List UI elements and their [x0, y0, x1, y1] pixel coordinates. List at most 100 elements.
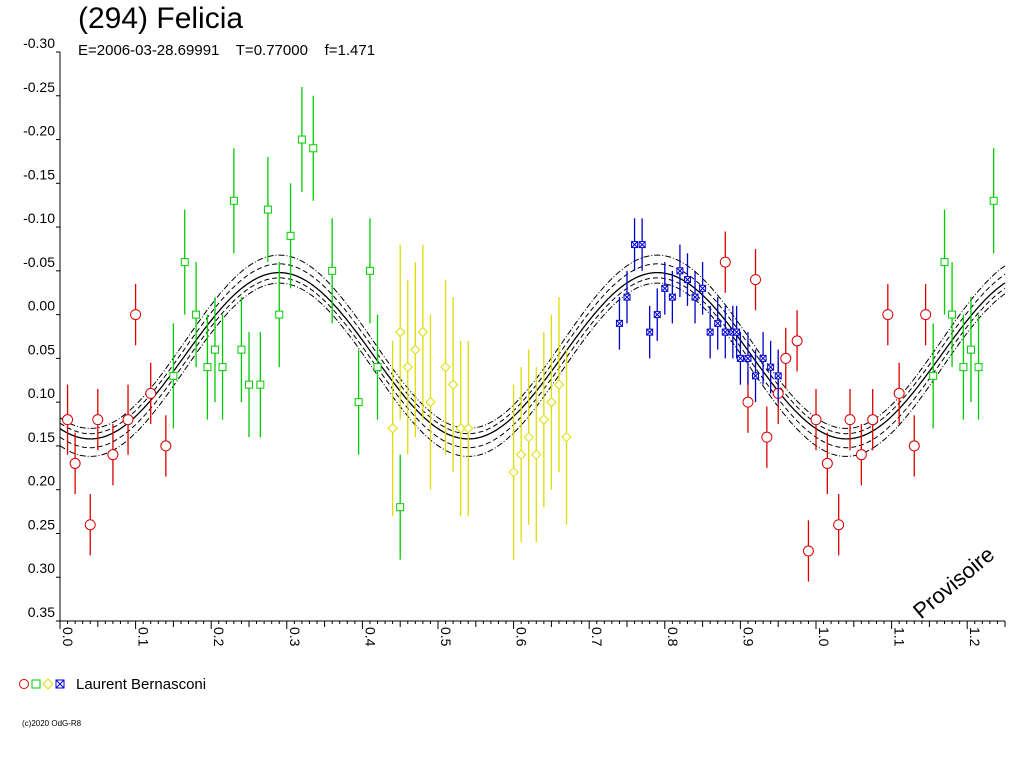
data-point — [759, 332, 767, 385]
point-marker — [107, 449, 119, 461]
point-marker — [394, 326, 406, 338]
y-tick-label: 0.25 — [28, 516, 55, 532]
point-marker — [810, 414, 822, 426]
point-marker — [122, 414, 134, 426]
point-marker — [523, 431, 534, 443]
x-tick-label: 0.5 — [438, 627, 454, 647]
point-marker — [402, 361, 413, 373]
legend: Laurent Bernasconi — [18, 674, 206, 694]
point-marker — [160, 440, 172, 452]
data-point — [855, 424, 867, 486]
y-tick-label: 0.00 — [28, 298, 55, 314]
point-marker — [929, 371, 938, 380]
point-marker — [410, 344, 421, 355]
data-point — [394, 244, 406, 420]
data-point — [736, 332, 744, 385]
point-marker — [791, 335, 803, 347]
point-marker — [844, 414, 856, 426]
data-point — [929, 323, 938, 429]
fit-curve-lower-2 — [59, 282, 1006, 457]
point-marker — [286, 231, 295, 240]
data-point — [263, 157, 272, 263]
y-tick-label: 0.20 — [28, 473, 55, 489]
point-marker — [365, 266, 374, 275]
data-point — [508, 384, 519, 560]
y-tick-label: -0.25 — [23, 79, 55, 95]
data-point — [661, 262, 669, 315]
data-point — [721, 305, 729, 359]
data-point — [744, 332, 752, 385]
credit-text: (c)2020 OdG-R8 — [22, 719, 82, 728]
data-point — [396, 454, 405, 560]
data-point — [706, 305, 714, 359]
point-marker — [653, 311, 661, 319]
fit-curves — [59, 254, 1006, 457]
point-marker — [966, 345, 975, 354]
data-points — [62, 87, 998, 582]
point-marker — [328, 266, 337, 275]
point-marker — [736, 354, 744, 362]
point-marker — [275, 310, 284, 319]
point-marker — [759, 354, 767, 362]
point-marker — [719, 256, 731, 268]
point-marker — [683, 276, 691, 284]
point-marker — [615, 319, 623, 327]
legend-star-marker — [55, 679, 65, 689]
data-point — [180, 209, 189, 315]
data-point — [752, 349, 760, 403]
data-point — [683, 253, 691, 306]
fit-curve-main — [59, 271, 1006, 440]
data-point — [676, 244, 684, 298]
data-point — [145, 362, 157, 425]
point-marker — [229, 196, 238, 205]
data-point — [719, 231, 731, 293]
data-point — [761, 406, 773, 468]
point-marker — [959, 363, 968, 372]
data-point — [402, 279, 413, 455]
data-point — [833, 494, 845, 556]
data-point — [122, 384, 134, 455]
point-marker — [245, 380, 253, 389]
point-marker — [203, 363, 212, 372]
point-marker — [920, 309, 932, 321]
y-tick-label: -0.10 — [23, 210, 55, 226]
point-marker — [373, 363, 382, 372]
data-point — [653, 288, 661, 341]
data-point — [229, 148, 238, 254]
point-marker — [940, 258, 949, 267]
x-tick-label: 0.7 — [589, 627, 605, 647]
point-marker — [676, 267, 684, 275]
x-tick-label: 0.3 — [287, 627, 303, 647]
chart-subtitle: E=2006-03-28.69991 T=0.77000 f=1.471 — [78, 42, 376, 59]
chart-title: (294) Felicia — [78, 2, 244, 35]
point-marker — [92, 414, 104, 426]
point-marker — [638, 241, 646, 249]
data-point — [948, 262, 957, 368]
data-point — [523, 349, 534, 525]
point-marker — [192, 310, 201, 319]
x-tick-label: 1.1 — [892, 627, 908, 647]
data-point — [387, 340, 398, 516]
point-marker — [882, 309, 894, 321]
point-marker — [463, 423, 474, 434]
fit-curve-upper-1 — [59, 263, 1006, 435]
point-marker — [733, 328, 741, 336]
data-point — [210, 297, 219, 403]
point-marker — [767, 363, 775, 371]
data-point — [974, 314, 983, 420]
data-point — [750, 248, 762, 311]
data-point — [328, 218, 337, 324]
point-marker — [130, 309, 142, 321]
data-point — [447, 297, 459, 473]
x-tick-label: 0.0 — [60, 627, 76, 647]
data-point — [553, 297, 565, 473]
data-point — [561, 349, 572, 525]
point-marker — [691, 293, 699, 301]
x-tick-label: 1.2 — [967, 627, 983, 647]
y-tick-label: -0.20 — [23, 123, 55, 139]
data-point — [92, 389, 104, 451]
point-marker — [396, 503, 405, 512]
x-tick-label: 0.8 — [665, 627, 681, 647]
point-marker — [508, 466, 519, 478]
point-marker — [780, 352, 792, 364]
